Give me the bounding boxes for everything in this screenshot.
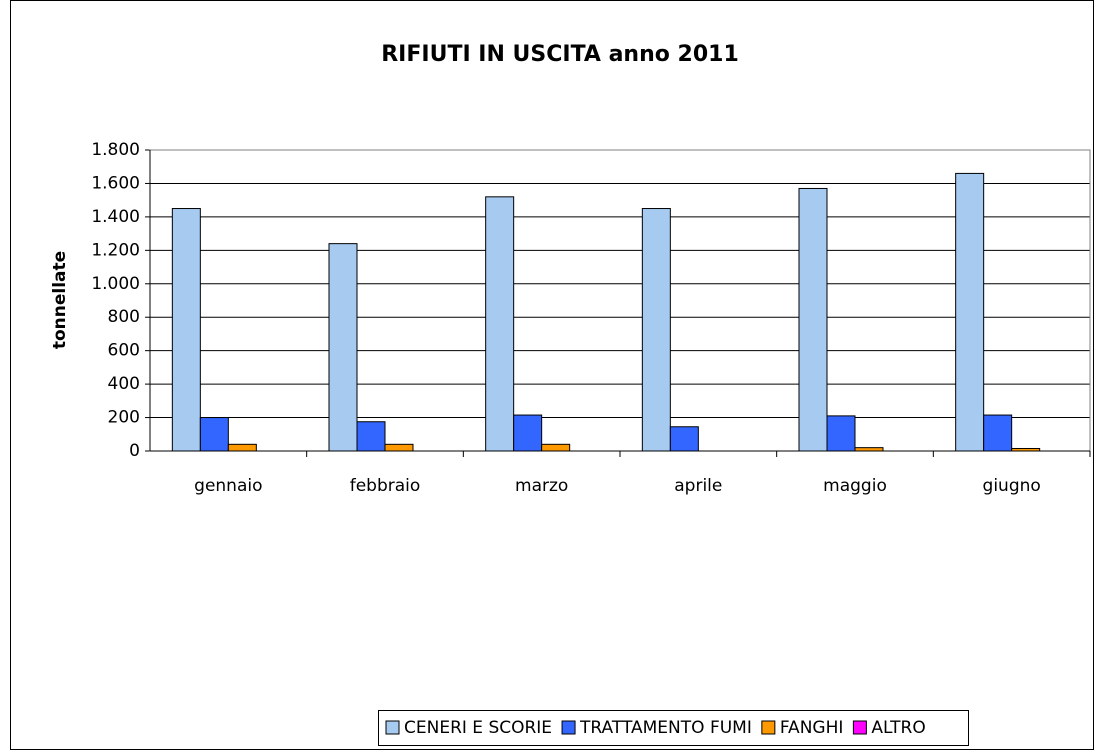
bar bbox=[485, 196, 515, 452]
bar bbox=[171, 208, 201, 452]
legend-label: FANGHI bbox=[780, 718, 844, 738]
x-tick-label: maggio bbox=[823, 476, 887, 496]
bar bbox=[384, 443, 414, 452]
bar bbox=[983, 414, 1013, 452]
x-tick-label: febbraio bbox=[350, 476, 421, 496]
bar bbox=[541, 443, 571, 452]
bar bbox=[669, 426, 699, 452]
legend-swatch bbox=[385, 720, 400, 735]
legend-swatch bbox=[761, 720, 776, 735]
chart-title: RIFIUTI IN USCITA anno 2011 bbox=[381, 42, 739, 67]
y-tick-label: 1.600 bbox=[91, 173, 140, 193]
legend-swatch bbox=[561, 720, 576, 735]
x-tick-label: marzo bbox=[515, 476, 568, 496]
y-axis-label: tonnellate bbox=[50, 251, 70, 349]
x-tick-label: aprile bbox=[674, 476, 722, 496]
x-tick-label: giugno bbox=[983, 476, 1041, 496]
x-tick-label: gennaio bbox=[194, 476, 262, 496]
bar bbox=[826, 415, 856, 452]
legend-swatch bbox=[852, 720, 867, 735]
y-tick-label: 1.800 bbox=[91, 140, 140, 160]
y-tick-label: 1.400 bbox=[91, 207, 140, 227]
bar bbox=[356, 421, 386, 452]
y-tick-label: 200 bbox=[108, 408, 140, 428]
legend-label: TRATTAMENTO FUMI bbox=[579, 718, 752, 738]
legend-label: CENERI E SCORIE bbox=[404, 718, 552, 738]
bar bbox=[854, 447, 884, 452]
bar bbox=[328, 243, 358, 452]
bar bbox=[641, 208, 671, 452]
bar bbox=[199, 417, 229, 452]
y-tick-label: 600 bbox=[108, 341, 140, 361]
bar bbox=[955, 172, 985, 452]
y-tick-label: 1.000 bbox=[91, 274, 140, 294]
y-tick-label: 1.200 bbox=[91, 240, 140, 260]
y-tick-label: 800 bbox=[108, 307, 140, 327]
bar bbox=[227, 443, 257, 452]
legend-box bbox=[378, 710, 969, 746]
y-tick-label: 400 bbox=[108, 374, 140, 394]
bar bbox=[798, 187, 828, 452]
bar bbox=[513, 414, 543, 452]
legend-label: ALTRO bbox=[871, 718, 925, 738]
y-tick-label: 0 bbox=[129, 441, 140, 461]
